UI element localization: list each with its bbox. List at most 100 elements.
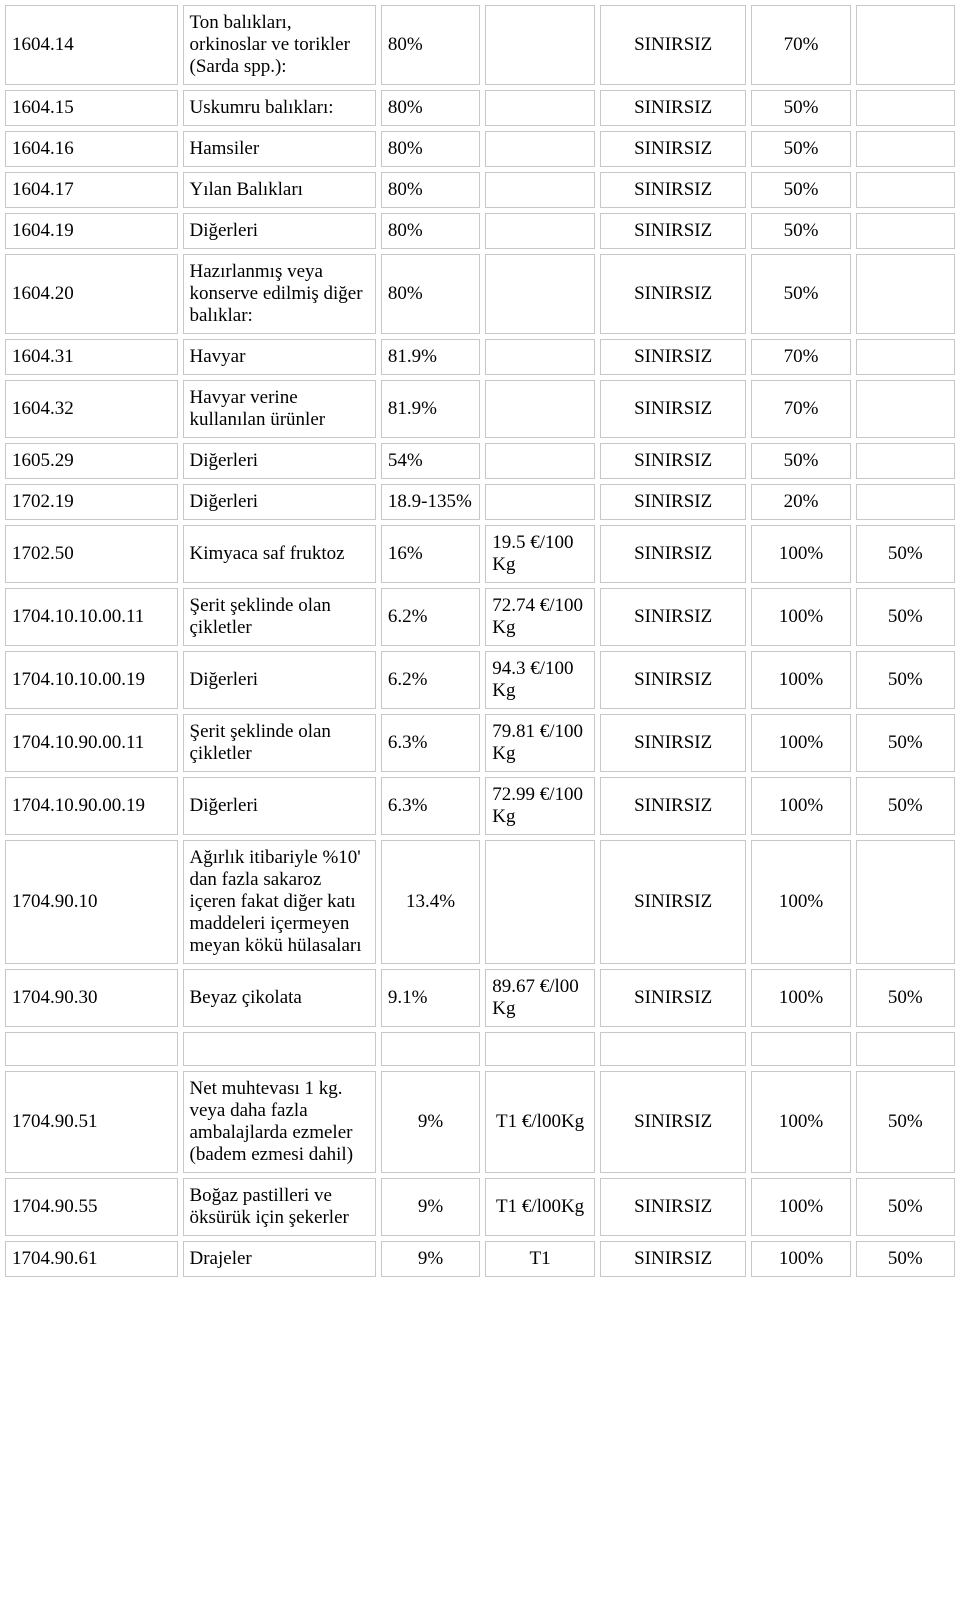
table-row: 1704.90.55Boğaz pastilleri ve öksürük iç… (5, 1178, 955, 1236)
table-cell (856, 1032, 955, 1066)
table-row: 1704.10.10.00.19Diğerleri6.2%94.3 €/100 … (5, 651, 955, 709)
table-cell: 70% (751, 5, 850, 85)
table-cell (856, 339, 955, 375)
table-cell: SINIRSIZ (600, 172, 746, 208)
table-row: 1604.32Havyar verine kullanılan ürünler8… (5, 380, 955, 438)
table-cell: 6.3% (381, 714, 480, 772)
table-cell: SINIRSIZ (600, 1241, 746, 1277)
table-row: 1604.15Uskumru balıkları:80%SINIRSIZ50% (5, 90, 955, 126)
table-cell (485, 840, 595, 964)
table-cell: Drajeler (183, 1241, 376, 1277)
table-cell: 72.74 €/100 Kg (485, 588, 595, 646)
table-cell (856, 840, 955, 964)
table-row: 1604.17Yılan Balıkları80%SINIRSIZ50% (5, 172, 955, 208)
table-cell (485, 339, 595, 375)
table-cell: 100% (751, 588, 850, 646)
table-cell: SINIRSIZ (600, 714, 746, 772)
table-cell: SINIRSIZ (600, 525, 746, 583)
table-cell (485, 90, 595, 126)
table-cell: 100% (751, 777, 850, 835)
table-row: 1604.20Hazırlanmış veya konserve edilmiş… (5, 254, 955, 334)
table-cell (856, 172, 955, 208)
table-row: 1704.90.51Net muhtevası 1 kg. veya daha … (5, 1071, 955, 1173)
table-cell: 1605.29 (5, 443, 178, 479)
table-cell (856, 443, 955, 479)
table-cell: 54% (381, 443, 480, 479)
table-cell: Hamsiler (183, 131, 376, 167)
table-cell: SINIRSIZ (600, 1178, 746, 1236)
table-cell (485, 254, 595, 334)
table-cell (856, 484, 955, 520)
table-row: 1704.10.90.00.11Şerit şeklinde olan çikl… (5, 714, 955, 772)
table-cell: Ağırlık itibariyle %10' dan fazla sakaro… (183, 840, 376, 964)
table-cell (5, 1032, 178, 1066)
table-row: 1605.29Diğerleri54%SINIRSIZ50% (5, 443, 955, 479)
table-cell: T1 €/l00Kg (485, 1178, 595, 1236)
table-cell: SINIRSIZ (600, 380, 746, 438)
table-cell (751, 1032, 850, 1066)
table-cell: 50% (856, 969, 955, 1027)
table-cell: 6.3% (381, 777, 480, 835)
table-row: 1604.19Diğerleri80%SINIRSIZ50% (5, 213, 955, 249)
table-cell: 80% (381, 172, 480, 208)
table-cell: Ton balıkları, orkinoslar ve torikler (S… (183, 5, 376, 85)
table-cell: 100% (751, 651, 850, 709)
table-cell (485, 443, 595, 479)
table-row: 1604.16Hamsiler80%SINIRSIZ50% (5, 131, 955, 167)
table-cell: 6.2% (381, 588, 480, 646)
table-cell: 9% (381, 1241, 480, 1277)
table-cell: 81.9% (381, 339, 480, 375)
table-cell: 1604.19 (5, 213, 178, 249)
table-row: 1704.10.90.00.19Diğerleri6.3%72.99 €/100… (5, 777, 955, 835)
table-cell: SINIRSIZ (600, 131, 746, 167)
table-cell (485, 5, 595, 85)
table-cell: 50% (856, 1241, 955, 1277)
table-cell: 6.2% (381, 651, 480, 709)
table-cell (856, 5, 955, 85)
table-cell: Diğerleri (183, 777, 376, 835)
table-cell: Hazırlanmış veya konserve edilmiş diğer … (183, 254, 376, 334)
table-cell (856, 213, 955, 249)
table-row (5, 1032, 955, 1066)
table-cell: 50% (856, 1178, 955, 1236)
table-cell: Havyar verine kullanılan ürünler (183, 380, 376, 438)
table-cell: Uskumru balıkları: (183, 90, 376, 126)
table-cell: 79.81 €/100 Kg (485, 714, 595, 772)
table-cell: 9% (381, 1071, 480, 1173)
table-cell: Diğerleri (183, 213, 376, 249)
table-cell (856, 254, 955, 334)
table-cell: 70% (751, 380, 850, 438)
table-cell: 1604.32 (5, 380, 178, 438)
table-cell: 100% (751, 1178, 850, 1236)
table-cell: 81.9% (381, 380, 480, 438)
table-cell: Diğerleri (183, 443, 376, 479)
tariff-table: 1604.14Ton balıkları, orkinoslar ve tori… (0, 0, 960, 1282)
table-cell: 80% (381, 5, 480, 85)
table-cell: 9.1% (381, 969, 480, 1027)
table-cell: Şerit şeklinde olan çikletler (183, 714, 376, 772)
table-cell: SINIRSIZ (600, 339, 746, 375)
table-cell: 16% (381, 525, 480, 583)
tariff-table-body: 1604.14Ton balıkları, orkinoslar ve tori… (5, 5, 955, 1277)
table-cell: 100% (751, 714, 850, 772)
table-cell: 1604.14 (5, 5, 178, 85)
table-cell: 1604.15 (5, 90, 178, 126)
table-cell: 94.3 €/100 Kg (485, 651, 595, 709)
table-row: 1702.19Diğerleri18.9-135%SINIRSIZ20% (5, 484, 955, 520)
table-cell: Kimyaca saf fruktoz (183, 525, 376, 583)
table-cell: 1704.90.10 (5, 840, 178, 964)
table-cell (485, 131, 595, 167)
table-cell: 20% (751, 484, 850, 520)
table-cell: 13.4% (381, 840, 480, 964)
table-row: 1704.90.30Beyaz çikolata9.1%89.67 €/l00 … (5, 969, 955, 1027)
table-cell (485, 172, 595, 208)
table-cell (600, 1032, 746, 1066)
table-cell: 50% (751, 172, 850, 208)
table-cell: SINIRSIZ (600, 5, 746, 85)
table-cell: 1604.20 (5, 254, 178, 334)
table-cell: 50% (751, 254, 850, 334)
table-cell: 80% (381, 90, 480, 126)
table-cell (485, 1032, 595, 1066)
table-cell: 1704.10.90.00.11 (5, 714, 178, 772)
table-cell: 1604.16 (5, 131, 178, 167)
